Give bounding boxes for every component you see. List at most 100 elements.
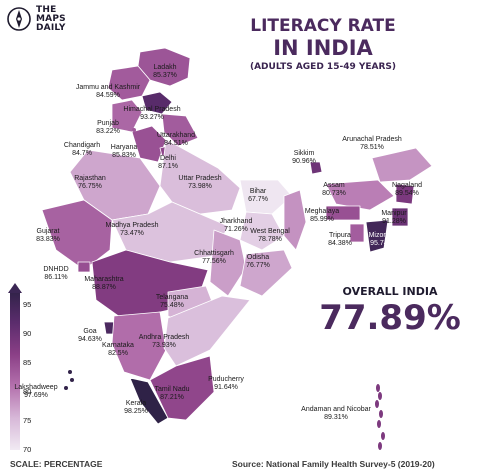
region-value: 67.7% [248,196,268,203]
region-value: 94.63% [78,336,102,343]
scale-label: SCALE: PERCENTAGE [10,459,103,469]
andaman-island-7 [378,442,382,450]
brand-logo: THE MAPS DAILY [6,6,66,33]
region-name: Lakshadweep [14,384,58,391]
region-name: Karnataka [102,342,134,349]
andaman-island-3 [375,400,379,408]
region-name: Telangana [155,294,189,301]
region-name: Manipur [381,210,407,217]
region-value: 98.25% [124,408,148,415]
title-line-1: LITERACY RATE [250,16,396,36]
region-label-assam: Assam 80.73% [322,182,346,198]
region-shape-punjab [111,99,143,133]
region-value: 85.99% [310,216,334,223]
region-name: Himachal Pradesh [123,106,181,113]
region-label-west-bengal: West Bengal 78.78% [250,228,290,244]
region-shape-meghalaya [325,205,361,221]
region-name: Jharkhand [219,218,253,225]
region-value: 75.48% [160,302,184,309]
region-value: 76.77% [246,262,270,269]
region-shape-west-bengal [283,189,307,251]
region-shape-arunachal-pradesh [371,147,433,183]
region-name: Kerala [125,400,147,407]
andaman-island-4 [379,410,383,418]
region-label-lakshadweep: Lakshadweep 97.69% [14,384,57,400]
region-value: 87.21% [160,394,184,401]
region-value: 91.64% [214,384,238,391]
region-name: West Bengal [250,228,290,235]
region-label-delhi: Delhi 87.1% [158,155,178,171]
region-name: Sikkim [293,150,315,157]
legend-tick-95: 95 [23,300,32,309]
overall-label: OVERALL INDIA [342,285,438,298]
region-shape-manipur [391,207,409,227]
region-shape-sikkim [309,161,323,175]
region-label-uttarakhand: Uttarakhand 84.51% [157,132,195,148]
region-label-bihar: Bihar 67.7% [248,188,268,204]
region-name: Delhi [160,155,176,162]
andaman-island-1 [376,384,380,392]
region-value: 85.83% [112,152,136,159]
region-shape-chhattisgarh [209,229,247,297]
legend-tick-90: 90 [23,329,32,338]
region-name: Haryana [110,144,138,151]
region-value: 80.73% [322,190,346,197]
region-label-sikkim: Sikkim 90.96% [292,150,316,166]
title-line-2: IN INDIA [273,36,373,60]
region-value: 77.56% [202,258,226,265]
region-label-nagaland: Nagaland 89.54% [392,182,422,198]
region-name: Gujarat [36,228,60,235]
region-shape-himachal-pradesh [141,91,173,115]
region-shape-assam [325,179,395,211]
region-value: 89.54% [395,190,419,197]
region-shape-kerala [129,377,169,425]
region-label-karnataka: Karnataka 82.5% [102,342,134,358]
region-value: 95.74% [370,240,394,247]
region-label-goa: Goa 94.63% [78,328,102,344]
brand-line-1: THE [36,5,57,15]
region-name: Nagaland [392,182,422,189]
region-label-puducherry: Puducherry 91.64% [208,376,244,392]
region-shape-nagaland [395,183,415,205]
region-label-andhra-pradesh: Andhra Pradesh 73.93% [139,334,190,350]
region-label-dnhdd: DNHDD 86.11% [43,266,68,282]
brand-line-2: MAPS [36,14,66,24]
lakshadweep-island-2 [70,378,74,382]
region-value: 82.5% [108,350,128,357]
region-value: 83.22% [96,128,120,135]
region-value: 84.51% [164,140,188,147]
region-name: Goa [83,328,97,335]
region-label-tripura: Tripura 84.38% [328,232,352,248]
region-shape-gujarat [41,199,113,271]
legend-tick-80: 80 [23,387,32,396]
region-label-gujarat: Gujarat 83.83% [36,228,60,244]
region-shape-dnhdd [77,261,91,273]
region-value: 86.11% [44,274,68,281]
region-name: Uttarakhand [156,132,196,139]
region-value: 93.27% [140,114,164,121]
andaman-island-2 [378,392,382,400]
source-label: Source: National Family Health Survey-5 … [232,459,435,469]
region-shape-andhra-pradesh [163,295,251,367]
overall-value: 77.89% [319,298,461,338]
region-shape-tamil-nadu [149,355,215,421]
region-name: Andaman and Nicobar [301,406,371,413]
region-label-punjab: Punjab 83.22% [96,120,120,136]
region-value: 84.7% [72,150,92,157]
region-name: Puducherry [208,376,244,383]
region-shape-mizoram [365,219,389,253]
region-shape-tripura [349,223,365,243]
region-label-meghalaya: Meghalaya 85.99% [305,208,339,224]
compass-icon [7,7,31,31]
region-name: Rajasthan [74,175,106,182]
region-label-jharkhand: Jharkhand 71.26% [220,218,253,234]
region-shape-uttar-pradesh [159,139,241,215]
legend-tick-85: 85 [23,358,32,367]
region-name: Assam [323,182,345,189]
region-label-himachal-pradesh: Himachal Pradesh 93.27% [123,106,180,122]
region-label-madhya-pradesh: Madhya Pradesh 73.47% [106,222,159,238]
region-label-telangana: Telangana 75.48% [156,294,188,310]
legend-color-bar [10,290,20,450]
region-label-kerala: Kerala 98.25% [124,400,148,416]
region-label-jammu-and-kashmir: Jammu and Kashmir 84.59% [76,84,140,100]
